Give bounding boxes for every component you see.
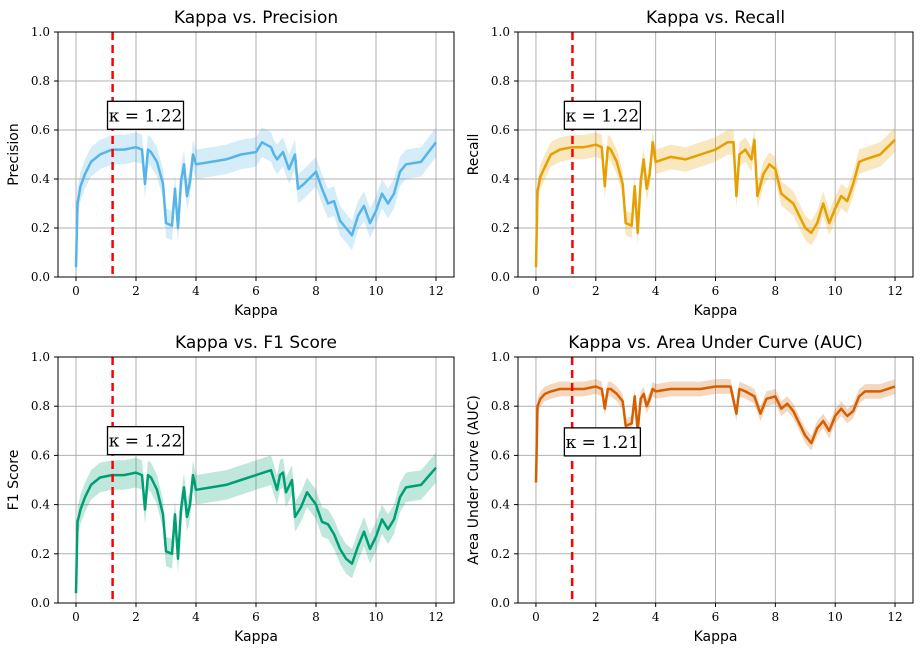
x-tick-label: 0 bbox=[532, 610, 540, 624]
x-tick-label: 10 bbox=[368, 610, 383, 624]
x-tick-label: 6 bbox=[712, 284, 720, 298]
x-tick-label: 10 bbox=[368, 284, 383, 298]
annotation-box bbox=[563, 100, 642, 130]
chart-panel-3: 0 2 4 6 8 10 12 0.0 0.2 0.4 0.6 0.8 1.0 Kappa vs. F1 … bbox=[6, 333, 455, 645]
chart-panel-4: 0 2 4 6 8 10 12 0.0 0.2 0.4 0.6 0.8 1.0 Kappa vs. Are… bbox=[466, 333, 914, 645]
x-tick-label: 8 bbox=[772, 610, 780, 624]
confidence-band bbox=[76, 452, 436, 603]
annotation-box bbox=[106, 100, 185, 130]
x-tick-label: 8 bbox=[312, 284, 320, 298]
x-tick-label: 2 bbox=[132, 284, 140, 298]
y-tick-label: 0.2 bbox=[31, 547, 50, 561]
y-tick-label: 0.6 bbox=[31, 123, 50, 137]
chart-title: Kappa vs. Precision bbox=[174, 8, 338, 28]
x-tick-label: 2 bbox=[592, 610, 600, 624]
x-tick-label: 0 bbox=[532, 284, 540, 298]
x-tick-label: 0 bbox=[72, 284, 80, 298]
confidence-band bbox=[536, 127, 895, 277]
x-tick-label: 2 bbox=[592, 284, 600, 298]
x-tick-label: 12 bbox=[887, 284, 902, 298]
x-tick-label: 4 bbox=[192, 610, 200, 624]
x-tick-label: 2 bbox=[132, 610, 140, 624]
y-tick-label: 0.4 bbox=[31, 498, 50, 512]
annotation-box bbox=[106, 425, 185, 456]
y-tick-label: 1.0 bbox=[31, 25, 50, 39]
x-tick-label: 8 bbox=[312, 610, 320, 624]
x-axis-label: Kappa bbox=[694, 303, 738, 319]
y-tick-label: 0.8 bbox=[31, 74, 50, 88]
y-tick-label: 0.0 bbox=[31, 596, 50, 610]
y-tick-label: 0.6 bbox=[31, 448, 50, 462]
annotation-box bbox=[563, 427, 642, 457]
confidence-band bbox=[76, 127, 436, 277]
y-axis-label: Recall bbox=[466, 134, 482, 176]
x-tick-label: 10 bbox=[828, 284, 843, 298]
x-axis-label: Kappa bbox=[234, 629, 278, 645]
y-tick-label: 0.0 bbox=[491, 596, 510, 610]
y-tick-label: 1.0 bbox=[491, 25, 510, 39]
x-tick-label: 12 bbox=[887, 610, 902, 624]
y-axis-label: Precision bbox=[6, 123, 22, 185]
y-tick-label: 0.6 bbox=[491, 448, 510, 462]
y-tick-label: 0.0 bbox=[491, 270, 510, 284]
x-tick-label: 6 bbox=[252, 284, 260, 298]
y-tick-label: 0.8 bbox=[491, 74, 510, 88]
x-tick-label: 0 bbox=[72, 610, 80, 624]
y-tick-label: 0.2 bbox=[31, 221, 50, 235]
series-line bbox=[74, 141, 437, 268]
x-tick-label: 8 bbox=[772, 284, 780, 298]
x-tick-label: 6 bbox=[252, 610, 260, 624]
y-tick-label: 0.4 bbox=[31, 172, 50, 186]
annotation-label: κ = 1.22 bbox=[566, 106, 640, 126]
series-line bbox=[534, 138, 896, 268]
y-axis-label: F1 Score bbox=[6, 450, 22, 511]
chart-title: Kappa vs. F1 Score bbox=[175, 333, 337, 353]
x-tick-label: 12 bbox=[428, 610, 443, 624]
x-tick-label: 4 bbox=[652, 610, 660, 624]
annotation-label: κ = 1.21 bbox=[566, 433, 640, 453]
y-tick-label: 0.6 bbox=[491, 123, 510, 137]
y-tick-label: 1.0 bbox=[31, 350, 50, 364]
x-tick-label: 4 bbox=[652, 284, 660, 298]
x-axis-label: Kappa bbox=[694, 629, 738, 645]
y-tick-label: 0.4 bbox=[491, 172, 510, 186]
annotation-label: κ = 1.22 bbox=[109, 106, 183, 126]
x-axis-label: Kappa bbox=[234, 303, 278, 319]
y-tick-label: 0.0 bbox=[31, 270, 50, 284]
y-tick-label: 0.2 bbox=[491, 547, 510, 561]
y-tick-label: 1.0 bbox=[491, 350, 510, 364]
annotation-label: κ = 1.22 bbox=[109, 432, 183, 452]
y-tick-label: 0.2 bbox=[491, 221, 510, 235]
chart-panel-2: 0 2 4 6 8 10 12 0.0 0.2 0.4 0.6 0.8 1.0 Kappa vs. Rec… bbox=[466, 8, 914, 319]
series-line bbox=[534, 385, 896, 483]
y-tick-label: 0.4 bbox=[491, 498, 510, 512]
chart-panel-1: 0 2 4 6 8 10 12 0.0 0.2 0.4 0.6 0.8 1.0 Kappa vs. Pre… bbox=[6, 8, 455, 319]
x-tick-label: 12 bbox=[428, 284, 443, 298]
y-tick-label: 0.8 bbox=[491, 399, 510, 413]
series-line bbox=[74, 466, 437, 594]
x-tick-label: 10 bbox=[828, 610, 843, 624]
x-tick-label: 6 bbox=[712, 610, 720, 624]
y-axis-label: Area Under Curve (AUC) bbox=[466, 395, 482, 565]
chart-title: Kappa vs. Recall bbox=[646, 8, 785, 28]
y-tick-label: 0.8 bbox=[31, 399, 50, 413]
x-tick-label: 4 bbox=[192, 284, 200, 298]
chart-title: Kappa vs. Area Under Curve (AUC) bbox=[568, 333, 863, 353]
